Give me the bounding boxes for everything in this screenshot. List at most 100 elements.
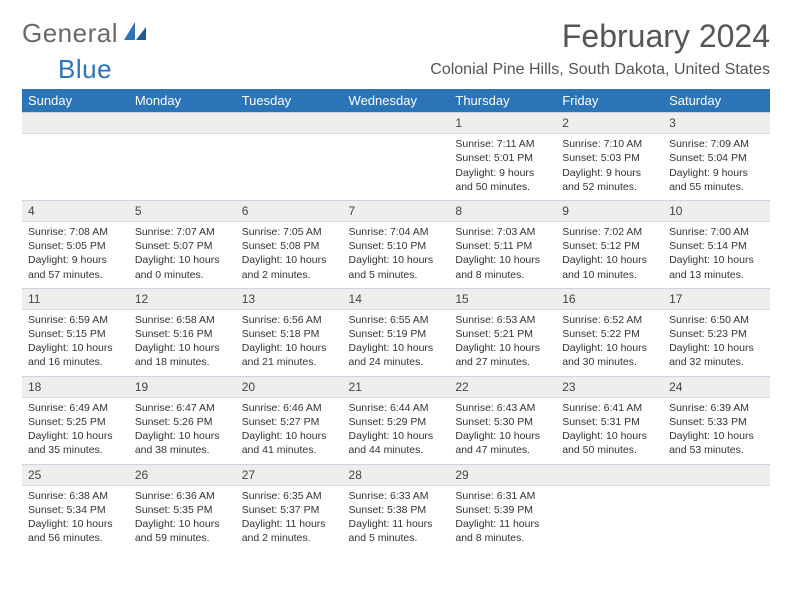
day-number: 14	[343, 289, 450, 309]
calendar-day-cell: 7Sunrise: 7:04 AMSunset: 5:10 PMDaylight…	[343, 200, 450, 288]
calendar-empty-cell	[556, 464, 663, 552]
day-number: 21	[343, 377, 450, 397]
sunrise-line: Sunrise: 6:43 AM	[455, 401, 550, 415]
day-number: 18	[22, 377, 129, 397]
sunset-line: Sunset: 5:22 PM	[562, 327, 657, 341]
day-number: 9	[556, 201, 663, 221]
sunset-line: Sunset: 5:01 PM	[455, 151, 550, 165]
sunrise-line: Sunrise: 7:00 AM	[669, 225, 764, 239]
day-body: Sunrise: 6:41 AMSunset: 5:31 PMDaylight:…	[556, 398, 663, 464]
day-number: 29	[449, 465, 556, 485]
title-block: February 2024 Colonial Pine Hills, South…	[430, 18, 770, 79]
daylight-line: Daylight: 10 hours and 13 minutes.	[669, 253, 764, 281]
sunset-line: Sunset: 5:33 PM	[669, 415, 764, 429]
day-body: Sunrise: 7:03 AMSunset: 5:11 PMDaylight:…	[449, 222, 556, 288]
day-body	[663, 486, 770, 495]
sunset-line: Sunset: 5:03 PM	[562, 151, 657, 165]
sunset-line: Sunset: 5:23 PM	[669, 327, 764, 341]
sunrise-line: Sunrise: 6:44 AM	[349, 401, 444, 415]
day-number: 2	[556, 113, 663, 133]
sunrise-line: Sunrise: 6:49 AM	[28, 401, 123, 415]
sunrise-line: Sunrise: 6:39 AM	[669, 401, 764, 415]
day-body: Sunrise: 6:56 AMSunset: 5:18 PMDaylight:…	[236, 310, 343, 376]
daylight-line: Daylight: 9 hours and 52 minutes.	[562, 166, 657, 194]
daylight-line: Daylight: 9 hours and 57 minutes.	[28, 253, 123, 281]
day-body	[556, 486, 663, 495]
daylight-line: Daylight: 10 hours and 21 minutes.	[242, 341, 337, 369]
day-number: 26	[129, 465, 236, 485]
calendar-day-cell: 17Sunrise: 6:50 AMSunset: 5:23 PMDayligh…	[663, 288, 770, 376]
daylight-line: Daylight: 10 hours and 18 minutes.	[135, 341, 230, 369]
sunrise-line: Sunrise: 7:02 AM	[562, 225, 657, 239]
day-body: Sunrise: 7:07 AMSunset: 5:07 PMDaylight:…	[129, 222, 236, 288]
weekday-header: Wednesday	[343, 89, 450, 112]
daylight-line: Daylight: 11 hours and 2 minutes.	[242, 517, 337, 545]
day-body	[22, 134, 129, 143]
sunrise-line: Sunrise: 7:08 AM	[28, 225, 123, 239]
day-body: Sunrise: 7:00 AMSunset: 5:14 PMDaylight:…	[663, 222, 770, 288]
calendar-day-cell: 18Sunrise: 6:49 AMSunset: 5:25 PMDayligh…	[22, 376, 129, 464]
sunset-line: Sunset: 5:05 PM	[28, 239, 123, 253]
daylight-line: Daylight: 10 hours and 59 minutes.	[135, 517, 230, 545]
calendar-day-cell: 8Sunrise: 7:03 AMSunset: 5:11 PMDaylight…	[449, 200, 556, 288]
calendar-day-cell: 24Sunrise: 6:39 AMSunset: 5:33 PMDayligh…	[663, 376, 770, 464]
sunrise-line: Sunrise: 6:38 AM	[28, 489, 123, 503]
day-number	[236, 113, 343, 133]
sunrise-line: Sunrise: 7:10 AM	[562, 137, 657, 151]
sunrise-line: Sunrise: 7:11 AM	[455, 137, 550, 151]
day-number: 28	[343, 465, 450, 485]
day-number: 17	[663, 289, 770, 309]
daylight-line: Daylight: 10 hours and 24 minutes.	[349, 341, 444, 369]
daylight-line: Daylight: 10 hours and 47 minutes.	[455, 429, 550, 457]
day-body: Sunrise: 7:02 AMSunset: 5:12 PMDaylight:…	[556, 222, 663, 288]
sunrise-line: Sunrise: 6:36 AM	[135, 489, 230, 503]
calendar-empty-cell	[236, 112, 343, 200]
calendar-empty-cell	[22, 112, 129, 200]
day-number: 8	[449, 201, 556, 221]
sunrise-line: Sunrise: 6:58 AM	[135, 313, 230, 327]
daylight-line: Daylight: 11 hours and 8 minutes.	[455, 517, 550, 545]
daylight-line: Daylight: 10 hours and 38 minutes.	[135, 429, 230, 457]
day-body: Sunrise: 7:11 AMSunset: 5:01 PMDaylight:…	[449, 134, 556, 200]
day-body: Sunrise: 6:43 AMSunset: 5:30 PMDaylight:…	[449, 398, 556, 464]
sunset-line: Sunset: 5:38 PM	[349, 503, 444, 517]
day-number	[129, 113, 236, 133]
daylight-line: Daylight: 10 hours and 53 minutes.	[669, 429, 764, 457]
sunrise-line: Sunrise: 6:52 AM	[562, 313, 657, 327]
calendar-week-row: 25Sunrise: 6:38 AMSunset: 5:34 PMDayligh…	[22, 464, 770, 552]
logo-word-general: General	[22, 18, 118, 49]
calendar-table: SundayMondayTuesdayWednesdayThursdayFrid…	[22, 89, 770, 551]
day-number: 10	[663, 201, 770, 221]
day-body	[343, 134, 450, 143]
calendar-day-cell: 19Sunrise: 6:47 AMSunset: 5:26 PMDayligh…	[129, 376, 236, 464]
sunrise-line: Sunrise: 7:07 AM	[135, 225, 230, 239]
sunset-line: Sunset: 5:08 PM	[242, 239, 337, 253]
day-number: 6	[236, 201, 343, 221]
day-body: Sunrise: 6:38 AMSunset: 5:34 PMDaylight:…	[22, 486, 129, 552]
sunset-line: Sunset: 5:11 PM	[455, 239, 550, 253]
daylight-line: Daylight: 10 hours and 44 minutes.	[349, 429, 444, 457]
header: General Blue February 2024 Colonial Pine…	[22, 18, 770, 79]
sunrise-line: Sunrise: 6:56 AM	[242, 313, 337, 327]
day-body: Sunrise: 6:33 AMSunset: 5:38 PMDaylight:…	[343, 486, 450, 552]
calendar-day-cell: 9Sunrise: 7:02 AMSunset: 5:12 PMDaylight…	[556, 200, 663, 288]
day-body: Sunrise: 6:55 AMSunset: 5:19 PMDaylight:…	[343, 310, 450, 376]
weekday-header: Friday	[556, 89, 663, 112]
day-number: 23	[556, 377, 663, 397]
sunset-line: Sunset: 5:14 PM	[669, 239, 764, 253]
day-number: 15	[449, 289, 556, 309]
sunset-line: Sunset: 5:29 PM	[349, 415, 444, 429]
sunset-line: Sunset: 5:30 PM	[455, 415, 550, 429]
calendar-day-cell: 25Sunrise: 6:38 AMSunset: 5:34 PMDayligh…	[22, 464, 129, 552]
sunrise-line: Sunrise: 6:41 AM	[562, 401, 657, 415]
calendar-empty-cell	[129, 112, 236, 200]
daylight-line: Daylight: 10 hours and 16 minutes.	[28, 341, 123, 369]
day-body	[236, 134, 343, 143]
day-body: Sunrise: 6:49 AMSunset: 5:25 PMDaylight:…	[22, 398, 129, 464]
day-body: Sunrise: 7:08 AMSunset: 5:05 PMDaylight:…	[22, 222, 129, 288]
sunrise-line: Sunrise: 6:53 AM	[455, 313, 550, 327]
daylight-line: Daylight: 10 hours and 10 minutes.	[562, 253, 657, 281]
day-number	[343, 113, 450, 133]
day-body: Sunrise: 6:52 AMSunset: 5:22 PMDaylight:…	[556, 310, 663, 376]
calendar-day-cell: 12Sunrise: 6:58 AMSunset: 5:16 PMDayligh…	[129, 288, 236, 376]
